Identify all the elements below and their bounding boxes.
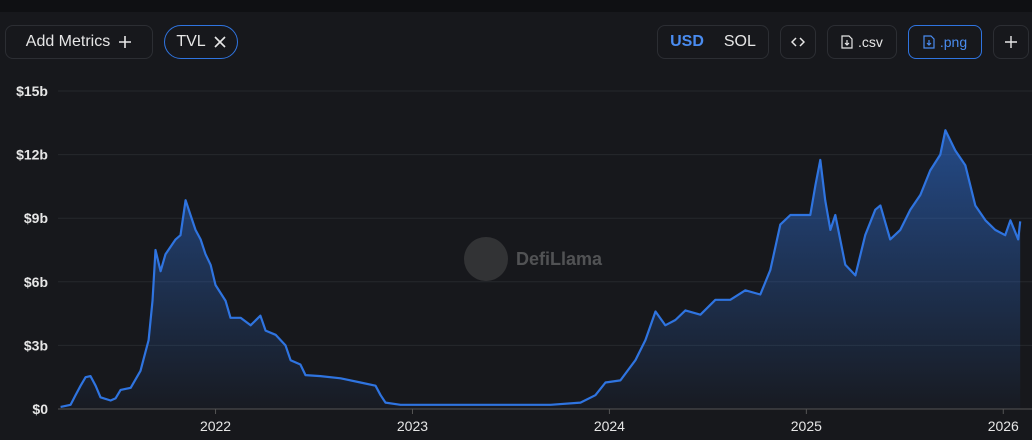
png-button[interactable]: .png: [908, 25, 982, 59]
y-tick-label: $15b: [16, 83, 48, 99]
watermark: DefiLlama: [464, 237, 603, 281]
code-icon: [791, 37, 805, 47]
button-label: .csv: [858, 34, 883, 50]
y-tick-label: $9b: [24, 210, 48, 226]
watermark-text: DefiLlama: [516, 249, 603, 269]
y-tick-label: $12b: [16, 147, 48, 163]
currency-option[interactable]: SOL: [723, 33, 756, 50]
plus-icon: [1005, 36, 1017, 48]
csv-button[interactable]: .csv: [827, 25, 897, 59]
watermark-logo: [464, 237, 508, 281]
metric-chip[interactable]: TVL: [164, 25, 238, 59]
embed-button[interactable]: [780, 25, 816, 59]
y-tick-label: $6b: [24, 274, 48, 290]
x-tick-label: 2022: [200, 418, 231, 434]
currency-option[interactable]: USD: [670, 33, 704, 50]
y-tick-label: $3b: [24, 337, 48, 353]
area: [60, 130, 1021, 409]
close-icon: [214, 36, 226, 48]
add-button[interactable]: [993, 25, 1029, 59]
add-metrics-button[interactable]: Add Metrics: [5, 25, 153, 59]
chip-label: TVL: [176, 33, 206, 50]
button-label: .png: [939, 34, 968, 50]
x-tick-label: 2026: [988, 418, 1019, 434]
line: [60, 129, 1022, 408]
top-bar: [0, 0, 1032, 12]
x-tick-label: 2025: [791, 418, 822, 434]
x-tick-label: 2024: [594, 418, 625, 434]
download-icon: [841, 35, 853, 49]
currency-toggle: USD SOL: [657, 25, 769, 59]
download-icon: [923, 35, 935, 49]
plus-icon: [119, 36, 132, 48]
y-tick-label: $0: [32, 401, 48, 417]
button-label: Add Metrics: [25, 33, 111, 50]
x-tick-label: 2023: [397, 418, 428, 434]
